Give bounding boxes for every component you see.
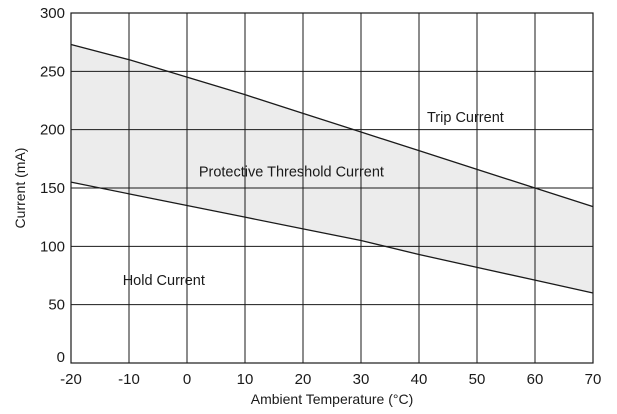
x-tick-labels: -20 -10 0 10 20 30 40 50 60 70	[60, 371, 601, 388]
series-line-trip-current	[70, 43, 594, 208]
x-tick-label-20: 20	[295, 371, 312, 388]
protective-threshold-region	[71, 44, 593, 293]
protective-threshold-fill	[71, 44, 593, 293]
annotations: Trip Current Protective Threshold Current…	[123, 110, 504, 289]
annotation-hold-current: Hold Current	[123, 273, 205, 289]
plot-frame	[70, 12, 594, 364]
annotation-protective-threshold-current: Protective Threshold Current	[199, 165, 384, 181]
x-tick-label-0: 0	[183, 371, 191, 388]
series-line-hold-current	[70, 181, 594, 294]
grid	[71, 13, 593, 363]
annotation-trip-current: Trip Current	[427, 110, 504, 126]
x-axis-label: Ambient Temperature (°C)	[251, 391, 414, 407]
y-tick-label-250: 250	[40, 63, 65, 80]
y-tick-label-200: 200	[40, 122, 65, 139]
x-tick-label-30: 30	[353, 371, 370, 388]
y-tick-labels: 0 50 100 150 200 250 300	[40, 5, 65, 366]
x-tick-label-50: 50	[469, 371, 486, 388]
x-tick-label-10: -10	[118, 371, 140, 388]
x-tick-label-20: -20	[60, 371, 82, 388]
y-tick-label-100: 100	[40, 238, 65, 255]
y-tick-label-0: 0	[57, 349, 65, 366]
x-tick-label-40: 40	[411, 371, 428, 388]
y-tick-label-300: 300	[40, 5, 65, 22]
x-tick-label-10: 10	[237, 371, 254, 388]
x-tick-label-60: 60	[527, 371, 544, 388]
y-axis-label: Current (mA)	[12, 148, 28, 229]
y-tick-label-150: 150	[40, 180, 65, 197]
series-lines	[70, 43, 594, 294]
y-tick-label-50: 50	[48, 297, 65, 314]
x-tick-label-70: 70	[585, 371, 602, 388]
